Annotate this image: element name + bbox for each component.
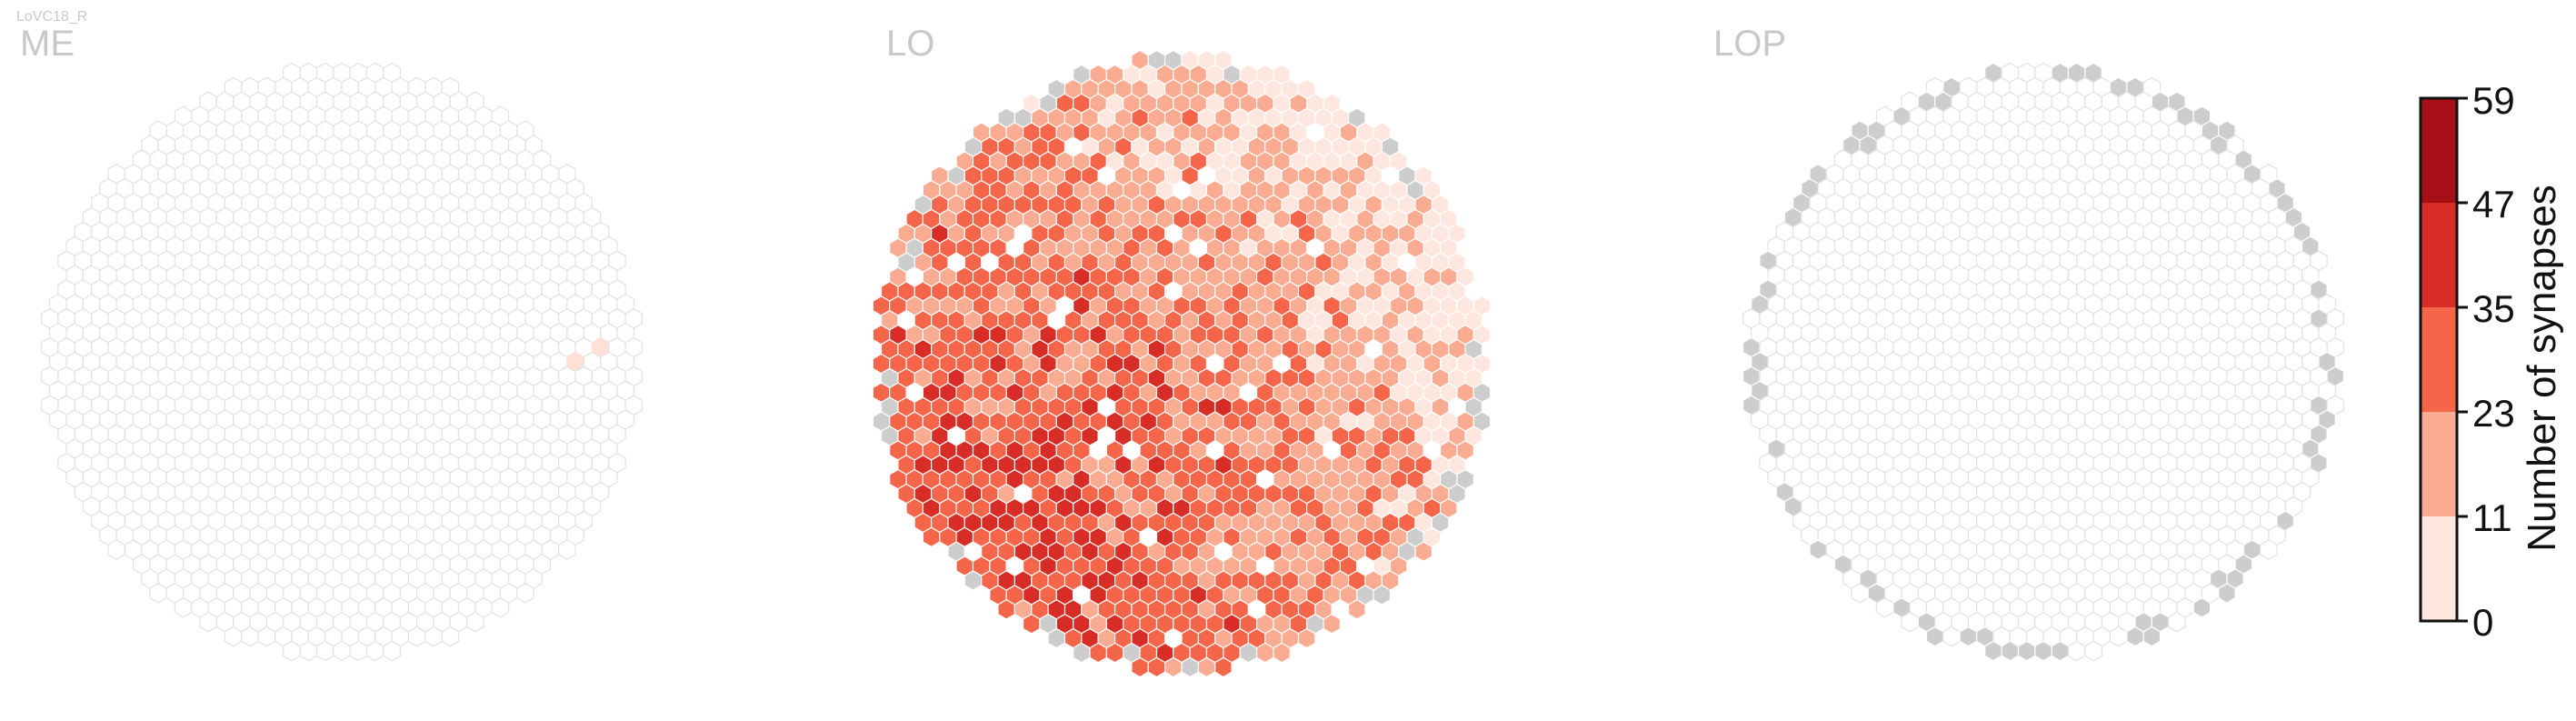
hex-cell <box>224 626 243 647</box>
panel-lop-hexgrid <box>1742 62 2345 662</box>
hex-cell <box>1147 656 1166 678</box>
hex-cell <box>997 599 1016 620</box>
hex-cell <box>1373 585 1392 606</box>
hex-cell <box>491 597 510 618</box>
hex-cell <box>466 611 484 633</box>
hex-cell <box>1047 627 1066 649</box>
colorbar-tick-0: 0 <box>2472 601 2494 644</box>
colorbar-tick-35: 35 <box>2472 287 2515 330</box>
hex-cell <box>558 539 576 560</box>
hex-cell <box>972 585 991 606</box>
hex-cell <box>424 626 443 647</box>
hex-cell <box>1073 642 1091 664</box>
hex-cell <box>199 611 217 633</box>
hex-cell <box>516 583 534 604</box>
hex-cell <box>1901 611 1919 633</box>
panel-title-lo: LO <box>886 24 935 64</box>
hex-cell <box>1323 613 1342 635</box>
hex-cell <box>1022 613 1041 635</box>
hex-cell <box>283 640 301 662</box>
hex-cell <box>1414 541 1433 562</box>
hex-cell <box>107 539 125 560</box>
colorbar-tick-11: 11 <box>2472 496 2512 539</box>
hex-cell <box>1239 642 1258 664</box>
hex-cell <box>174 597 193 618</box>
hex-cell <box>2218 583 2236 604</box>
colorbar <box>2419 96 2468 623</box>
panel-me-hexgrid <box>40 62 644 662</box>
hex-cell <box>1131 656 1149 678</box>
hex-cell <box>315 640 334 662</box>
colorbar-label: Number of synapses <box>2520 185 2564 552</box>
hex-cell <box>1181 656 1200 678</box>
hex-cell <box>1163 656 1183 678</box>
hex-cell <box>1925 626 1944 647</box>
hex-cell <box>1942 626 1961 647</box>
hex-cell <box>383 640 401 662</box>
hex-cell <box>1851 583 1869 604</box>
hex-cell <box>2109 626 2128 647</box>
hex-cell <box>1255 642 1274 664</box>
hex-cell <box>1297 627 1316 649</box>
hex-cell <box>441 626 460 647</box>
hex-cell <box>2084 640 2102 662</box>
colorbar-bin <box>2421 98 2457 203</box>
panel-title-me: ME <box>20 24 75 64</box>
hex-cell <box>1105 642 1124 664</box>
hex-cell <box>365 640 384 662</box>
hex-cell <box>407 626 426 647</box>
colorbar-tick-59: 59 <box>2472 79 2515 122</box>
hex-cell <box>1809 539 1827 560</box>
hex-cell <box>2051 640 2070 662</box>
hex-cell <box>349 640 368 662</box>
hex-cell <box>1959 626 1978 647</box>
hex-cell <box>1347 599 1366 620</box>
hex-cell <box>299 640 318 662</box>
colorbar-bin <box>2421 203 2457 307</box>
colorbar-bin <box>2421 307 2457 412</box>
hex-cell <box>333 640 351 662</box>
hex-cell <box>1875 597 1894 618</box>
hex-cell <box>2001 640 2020 662</box>
hex-cell <box>1273 642 1291 664</box>
colorbar-bin <box>2421 412 2457 516</box>
hex-cell <box>1984 640 2002 662</box>
hex-cell <box>1089 642 1108 664</box>
cell-type-label: LoVC18_R <box>16 9 88 25</box>
hex-cell <box>241 626 259 647</box>
hex-cell <box>257 626 276 647</box>
hex-cell <box>1214 656 1233 678</box>
hex-cell <box>149 583 167 604</box>
panel-title-lop: LOP <box>1713 24 1787 64</box>
colorbar-tick-47: 47 <box>2472 183 2515 225</box>
hex-cell <box>2067 640 2086 662</box>
colorbar-bin <box>2421 516 2457 621</box>
hex-cell <box>2168 611 2186 633</box>
hex-cell <box>2260 539 2278 560</box>
hex-cell <box>2017 640 2036 662</box>
colorbar-frame <box>2419 96 2459 623</box>
hex-cell <box>930 541 949 562</box>
hex-cell <box>2034 640 2052 662</box>
colorbar-tick-23: 23 <box>2472 392 2515 435</box>
hex-cell <box>1197 656 1216 678</box>
hex-cell <box>2192 597 2212 618</box>
panel-lo-hexgrid <box>872 49 1492 678</box>
hex-cell <box>2126 626 2144 647</box>
hex-cell <box>2142 626 2162 647</box>
